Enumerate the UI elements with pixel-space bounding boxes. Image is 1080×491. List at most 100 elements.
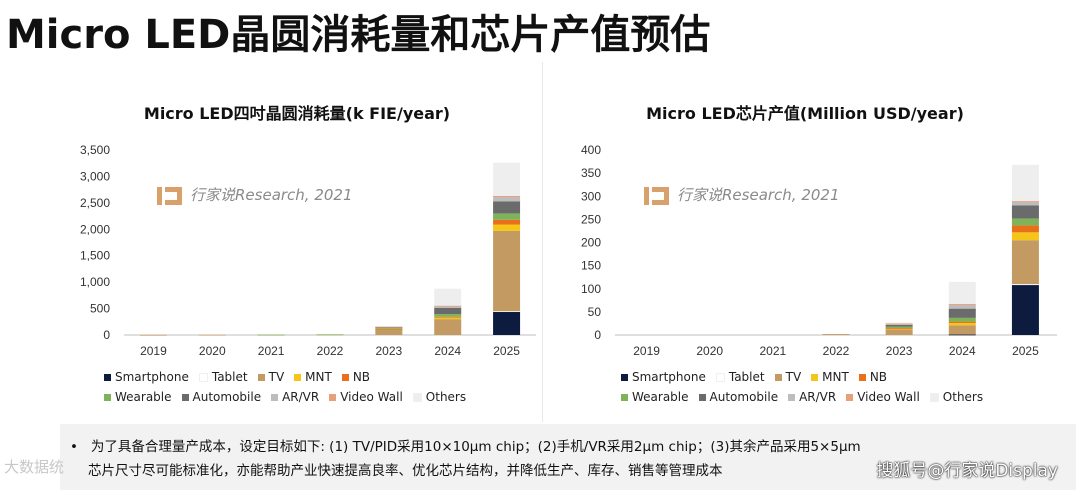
bar-segment-tv-2022 xyxy=(822,334,850,335)
bar-segment-ar-vr-2024 xyxy=(948,304,976,309)
legend-label: AR/VR xyxy=(282,390,320,404)
legend-swatch xyxy=(929,392,939,402)
legend-swatch xyxy=(412,392,422,402)
bar-segment-tv-2023 xyxy=(885,329,913,335)
bar-segment-others-2024 xyxy=(948,281,976,305)
legend-label: Video Wall xyxy=(857,390,920,404)
bar-segment-wearable-2025 xyxy=(493,213,521,220)
legend-item-tablet: Tablet xyxy=(715,370,765,384)
bar-segment-automobile-2023 xyxy=(885,324,913,327)
legend-label: AR/VR xyxy=(799,390,837,404)
y-tick-label: 350 xyxy=(581,166,601,180)
legend-value: Smartphone Tablet TV MNT NB Wearable Automobil… xyxy=(621,370,993,410)
legend-label: MNT xyxy=(822,370,849,384)
footer-watermark-left: 大数据统 xyxy=(4,458,65,476)
y-tick-label: 1,000 xyxy=(80,275,110,289)
legend-item-wearable: Wearable xyxy=(621,390,689,404)
x-tick-label: 2022 xyxy=(823,344,850,358)
bar-segment-ar-vr-2023 xyxy=(885,323,913,325)
y-tick-label: 0 xyxy=(594,328,601,342)
legend-swatch xyxy=(294,373,302,381)
legend-item-others: Others xyxy=(929,390,983,404)
legend-item-smartphone: Smartphone xyxy=(621,370,706,384)
bar-segment-nb-2023 xyxy=(375,328,403,330)
y-tick-label: 300 xyxy=(581,189,601,203)
legend-row: Smartphone Tablet TV MNT NB xyxy=(104,370,476,384)
y-tick-label: 2,500 xyxy=(80,196,110,210)
bar-segment-nb-2025 xyxy=(493,219,521,225)
note-line-2: 芯片尺寸尽可能标准化，亦能帮助产业快速提高良率、优化芯片结构，并降低生产、库存、… xyxy=(88,463,723,479)
bar-segment-video-wall-2024 xyxy=(948,304,976,305)
bar-segment-nb-2025 xyxy=(1011,225,1039,233)
x-tick-label: 2024 xyxy=(434,344,461,358)
chip-value-panel: Micro LED芯片产值(Million USD/year) 0 50 100 15… xyxy=(545,62,1065,422)
watermark: 行家说Research, 2021 xyxy=(643,184,840,207)
legend-swatch xyxy=(329,393,337,401)
legend-swatch xyxy=(621,393,628,401)
bar-segment-smartphone-2024 xyxy=(948,334,976,336)
legend-item-nb: NB xyxy=(858,370,888,384)
bar-segment-ar-vr-2024 xyxy=(434,306,462,308)
legend-item-ar-vr: AR/VR xyxy=(788,390,836,404)
legend-swatch xyxy=(341,373,349,381)
x-tick-label: 2021 xyxy=(258,344,285,358)
research-logo-icon xyxy=(157,186,182,205)
bar-segment-tv-2020 xyxy=(198,334,226,336)
bar-segment-video-wall-2023 xyxy=(885,323,913,325)
bar-segment-tv-2024 xyxy=(434,319,462,335)
bar-segment-mnt-2024 xyxy=(434,317,462,320)
bar-segment-smartphone-2025 xyxy=(1011,285,1039,335)
y-tick-label: 150 xyxy=(581,259,601,273)
note-text-1: 为了具备合理量产成本，设定目标如下: (1) TV/PID采用10×10μm c… xyxy=(90,439,861,455)
bar-segment-wearable-2024 xyxy=(434,314,462,317)
bar-segment-smartphone-2025 xyxy=(493,311,521,335)
legend-item-automobile: Automobile xyxy=(181,390,261,404)
legend-swatch xyxy=(811,373,819,381)
legend-label: TV xyxy=(268,370,285,384)
footer-watermark-right: 搜狐号@行家说Display xyxy=(876,461,1058,481)
bar-segment-automobile-2024 xyxy=(948,308,976,318)
legend-label: TV xyxy=(785,370,802,384)
legend-item-mnt: MNT xyxy=(294,370,332,384)
legend-item-tv: TV xyxy=(774,370,802,384)
x-tick-label: 2025 xyxy=(1012,344,1039,358)
notes-box: • 为了具备合理量产成本，设定目标如下: (1) TV/PID采用10×10μm… xyxy=(60,424,1076,490)
wafer-consumption-chart: 0 500 1,000 1,500 2,000 2,500 3,000 3,500 2019 20… xyxy=(80,143,536,358)
chip-value-chart: 0 50 100 150 200 250 300 350 400 2019 2020 2021 2022… xyxy=(581,143,1057,358)
bar-segment-mnt-2024 xyxy=(948,322,976,326)
bar-segment-mnt-2023 xyxy=(885,328,913,330)
bar-segment-ar-vr-2025 xyxy=(493,197,521,202)
legend-label: NB xyxy=(869,370,888,384)
legend-swatch xyxy=(698,393,706,401)
legend-label: Wearable xyxy=(632,390,689,404)
watermark: 行家说Research, 2021 xyxy=(156,184,353,207)
chart-title-wafer: Micro LED四吋晶圆消耗量(k FIE/year) xyxy=(143,104,451,123)
x-tick-label: 2023 xyxy=(376,344,403,358)
bar-segment-wearable-2023 xyxy=(885,326,913,329)
bar-segment-wearable-2023 xyxy=(375,328,403,329)
bar-segment-wearable-2022 xyxy=(316,334,344,336)
bar-segment-ar-vr-2025 xyxy=(1011,201,1039,206)
legend-swatch xyxy=(257,373,265,381)
note-line-1: • 为了具备合理量产成本，设定目标如下: (1) TV/PID采用10×10μm… xyxy=(70,435,861,455)
y-tick-label: 2,000 xyxy=(80,222,110,236)
bar-segment-tv-2019 xyxy=(139,334,167,336)
page-title: Micro LED晶圆消耗量和芯片产值预估 xyxy=(6,12,711,58)
legend-item-others: Others xyxy=(412,390,466,404)
y-tick-label: 500 xyxy=(90,302,110,316)
y-tick-label: 250 xyxy=(581,212,601,226)
legend-swatch xyxy=(846,393,854,401)
bar-segment-mnt-2025 xyxy=(1011,232,1039,241)
legend-swatch xyxy=(198,372,208,382)
bar-segment-tv-2023 xyxy=(375,329,403,335)
x-tick-label: 2021 xyxy=(760,344,787,358)
bar-segment-tablet-2025 xyxy=(1011,284,1039,286)
chart-title-value: Micro LED芯片产值(Million USD/year) xyxy=(646,104,964,123)
legend-label: Smartphone xyxy=(115,370,189,384)
bar-segment-others-2025 xyxy=(493,162,521,196)
y-tick-label: 3,500 xyxy=(80,143,110,157)
bar-segment-nb-2024 xyxy=(948,321,976,323)
y-tick-label: 3,000 xyxy=(80,169,110,183)
legend-swatch xyxy=(271,393,279,401)
legend-row: Smartphone Tablet TV MNT NB xyxy=(621,370,993,384)
